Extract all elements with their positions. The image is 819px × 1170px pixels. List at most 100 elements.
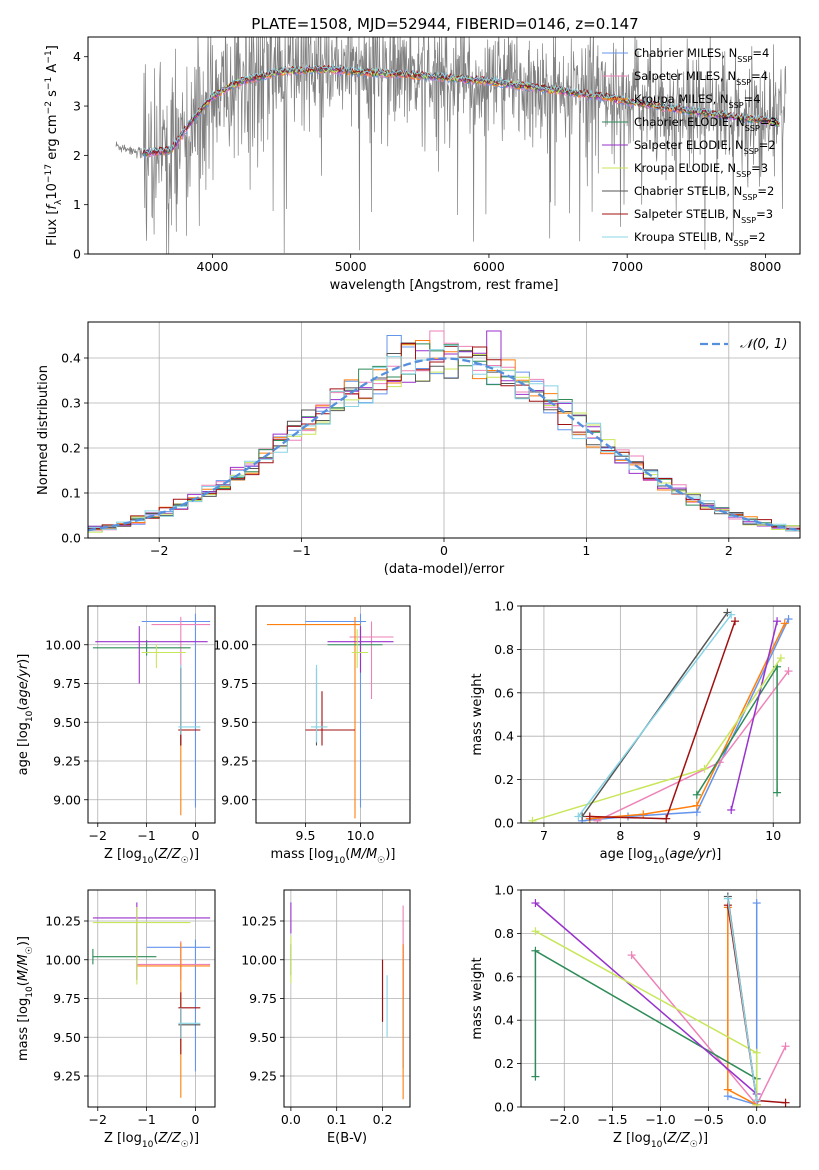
weight-marker-kroupa-miles: [639, 810, 648, 819]
weight-marker-chabrier-miles: [784, 615, 793, 624]
legend-entry-salpeter-miles: Salpeter MILES, NSSP=4: [634, 69, 768, 87]
x-tick-label: −2.0: [549, 1112, 579, 1127]
y-tick-label: 10.25: [45, 914, 81, 929]
y-axis-label: mass weight: [470, 957, 485, 1039]
x-tick-label: 4000: [197, 259, 229, 274]
x-tick-label: −1: [292, 543, 310, 558]
model-line-kroupa-stelib: [143, 63, 780, 155]
axes-frame: [87, 605, 216, 824]
weight-marker-chabrier-elodie: [531, 946, 540, 955]
y-tick-label: 0.6: [494, 685, 514, 700]
weight-line-salpeter-elodie: [730, 621, 778, 811]
y-tick-label: 1.0: [494, 599, 514, 614]
y-axis-label: mass [log10(M/M☉)]: [16, 936, 35, 1061]
hist-step-chabrier-stelib: [88, 342, 800, 532]
mass-vs-ebv-panel: 0.0 0.1 0.2 9.25 9.50 9.75 10.00 10.25 E(B-V): [241, 889, 411, 1146]
plot-area: [528, 608, 793, 823]
y-tick-label: 9.25: [53, 754, 81, 769]
weight-line-chabrier-elodie: [534, 949, 758, 1080]
y-axis-label: age [log10(age/yr)]: [16, 654, 35, 776]
weight-marker-chabrier-miles: [752, 899, 761, 908]
weight-marker-salpeter-miles: [627, 951, 636, 960]
plot-area: [290, 902, 404, 1100]
y-tick-label: 0.4: [61, 351, 81, 366]
x-tick-label: 10: [765, 828, 781, 843]
plot-area: [531, 892, 790, 1107]
hist-step-salpeter-stelib: [88, 343, 800, 529]
y-tick-label: 9.75: [53, 991, 81, 1006]
x-tick-label: 7: [540, 828, 548, 843]
weight-marker-kroupa-stelib: [752, 1096, 761, 1105]
legend-entry-chabrier-miles: Chabrier MILES, NSSP=4: [634, 46, 769, 64]
y-tick-label: 9.25: [221, 754, 249, 769]
weight-line-chabrier-elodie: [696, 664, 778, 796]
x-tick-label: −2: [89, 828, 107, 843]
weight-marker-chabrier-elodie: [692, 790, 701, 799]
weight-line-chabrier-miles: [582, 618, 790, 822]
weight-line-salpeter-elodie: [534, 902, 758, 1095]
y-tick-label: 9.75: [221, 676, 249, 691]
y-tick-label: 0.8: [494, 926, 514, 941]
y-tick-label: 1.0: [494, 883, 514, 898]
plot-area: [92, 613, 211, 816]
y-tick-label: 10.00: [45, 952, 81, 967]
y-tick-label: 10.00: [45, 637, 81, 652]
weight-marker-salpeter-elodie: [727, 805, 736, 814]
weight-marker-salpeter-stelib: [662, 814, 671, 823]
weight-marker-kroupa-miles: [723, 1085, 732, 1094]
weight-marker-kroupa-elodie: [528, 816, 537, 823]
x-axis-label: (data-model)/error: [384, 562, 505, 577]
y-tick-label: 0: [73, 247, 81, 262]
x-tick-label: 9.5: [296, 828, 316, 843]
y-tick-label: 9.50: [221, 715, 249, 730]
weight-marker-kroupa-elodie: [776, 654, 785, 663]
weight-marker-kroupa-elodie: [700, 764, 709, 773]
y-axis-label: Flux [fλ10−17 erg cm−2 s−1 A−1]: [44, 45, 64, 246]
weight-marker-salpeter-miles: [784, 667, 793, 676]
weight-marker-chabrier-elodie: [773, 788, 782, 797]
legend-entry-salpeter-elodie: Salpeter ELODIE, NSSP=2: [634, 138, 776, 156]
y-axis-label: mass weight: [470, 673, 485, 755]
x-tick-label: 5000: [335, 259, 367, 274]
y-tick-label: 9.75: [249, 991, 277, 1006]
y-tick-label: 4: [73, 49, 81, 64]
weight-marker-kroupa-elodie: [752, 1048, 761, 1057]
x-tick-label: 8000: [750, 259, 782, 274]
x-axis-label: age [log10(age/yr)]: [600, 847, 722, 866]
legend-entry-salpeter-stelib: Salpeter STELIB, NSSP=3: [634, 207, 773, 225]
spectrum-panel: 4000 5000 6000 7000 8000 0 1 2 3 4 wavelength [Ang…: [44, 36, 801, 293]
x-axis-label: wavelength [Angstrom, rest frame]: [330, 278, 559, 293]
x-axis-label: E(B-V): [327, 1131, 367, 1146]
y-tick-label: 0.2: [494, 1056, 514, 1071]
y-tick-label: 10.00: [241, 952, 277, 967]
age-vs-mass-panel: 9.5 10.0 9.00 9.25 9.50 9.75 10.00 mass [log10(…: [213, 605, 411, 866]
y-tick-label: 9.75: [53, 676, 81, 691]
weight-line-kroupa-elodie: [532, 657, 782, 822]
weight-vs-age-panel: 7 8 9 10 0.0 0.2 0.4 0.6 0.8 1.0 age [log10(age/yr…: [470, 599, 801, 866]
residual-panel: −2 −1 0 1 2 0.0 0.1 0.2 0.3 0.4 (data-model)/error…: [36, 321, 801, 577]
plot-area: [267, 613, 394, 819]
weight-line-kroupa-stelib: [727, 898, 758, 1101]
y-tick-label: 0.4: [494, 1013, 514, 1028]
x-tick-label: −0.5: [693, 1112, 723, 1127]
legend-entry-normal: 𝒩(0, 1): [740, 337, 787, 352]
y-tick-label: 10.00: [213, 637, 249, 652]
legend-entry-kroupa-stelib: Kroupa STELIB, NSSP=2: [634, 230, 766, 248]
weight-vs-z-panel: −2.0 −1.5 −1.0 −0.5 0.0 0.0 0.2 0.4 0.6 0.8 1.0 Z […: [470, 883, 801, 1150]
x-tick-label: 0.0: [281, 1112, 301, 1127]
y-tick-label: 1: [73, 197, 81, 212]
y-tick-label: 2: [73, 148, 81, 163]
spectrum-data-line: [115, 37, 787, 254]
axes-frame: [87, 36, 801, 255]
hist-step-salpeter-miles: [88, 330, 800, 531]
y-tick-label: 9.00: [53, 792, 81, 807]
x-axis-label: Z [log10(Z/Z☉)]: [104, 1131, 199, 1150]
y-tick-label: 0.0: [494, 816, 514, 831]
x-tick-label: 7000: [611, 259, 643, 274]
y-tick-label: 9.50: [249, 1030, 277, 1045]
x-tick-label: 8: [616, 828, 624, 843]
weight-marker-salpeter-stelib: [731, 617, 740, 626]
weight-marker-chabrier-elodie: [531, 1072, 540, 1081]
